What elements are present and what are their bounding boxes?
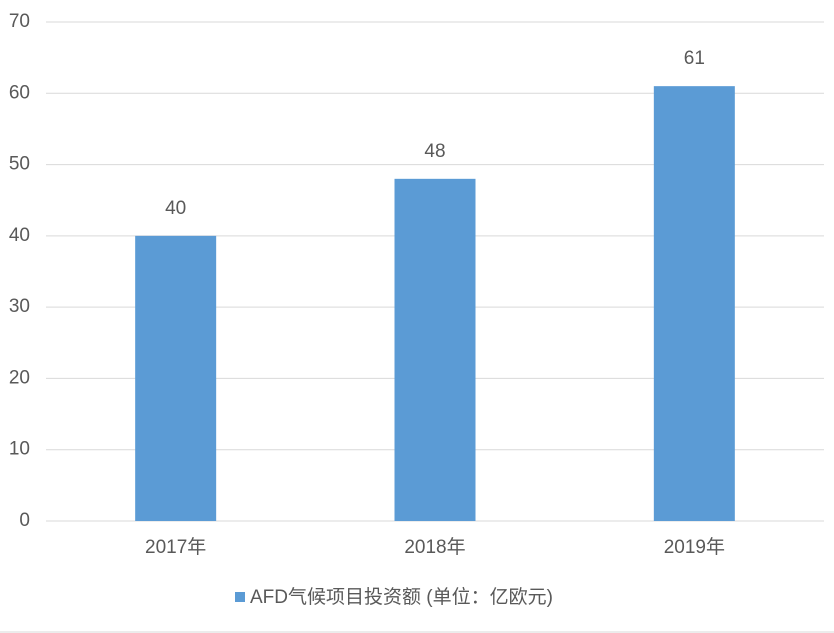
x-tick-label: 2019年 (664, 536, 725, 558)
legend-label: AFD气候项目投资额 (单位：亿欧元) (250, 586, 553, 608)
bar (394, 178, 476, 522)
y-tick-label: 30 (9, 296, 30, 317)
y-tick-label: 70 (9, 11, 30, 32)
data-label: 61 (684, 48, 705, 69)
y-tick-label: 40 (9, 225, 30, 246)
y-tick-label: 10 (9, 439, 30, 460)
y-tick-label: 20 (9, 367, 30, 388)
y-tick-label: 60 (9, 82, 30, 103)
legend-swatch (235, 592, 245, 602)
y-tick-label: 0 (19, 510, 30, 531)
x-tick-label: 2018年 (404, 536, 465, 558)
x-tick-label: 2017年 (145, 536, 206, 558)
y-tick-label: 50 (9, 154, 30, 175)
bar (653, 86, 735, 522)
data-label: 40 (165, 198, 186, 219)
data-label: 48 (424, 141, 445, 162)
bar (135, 235, 217, 521)
